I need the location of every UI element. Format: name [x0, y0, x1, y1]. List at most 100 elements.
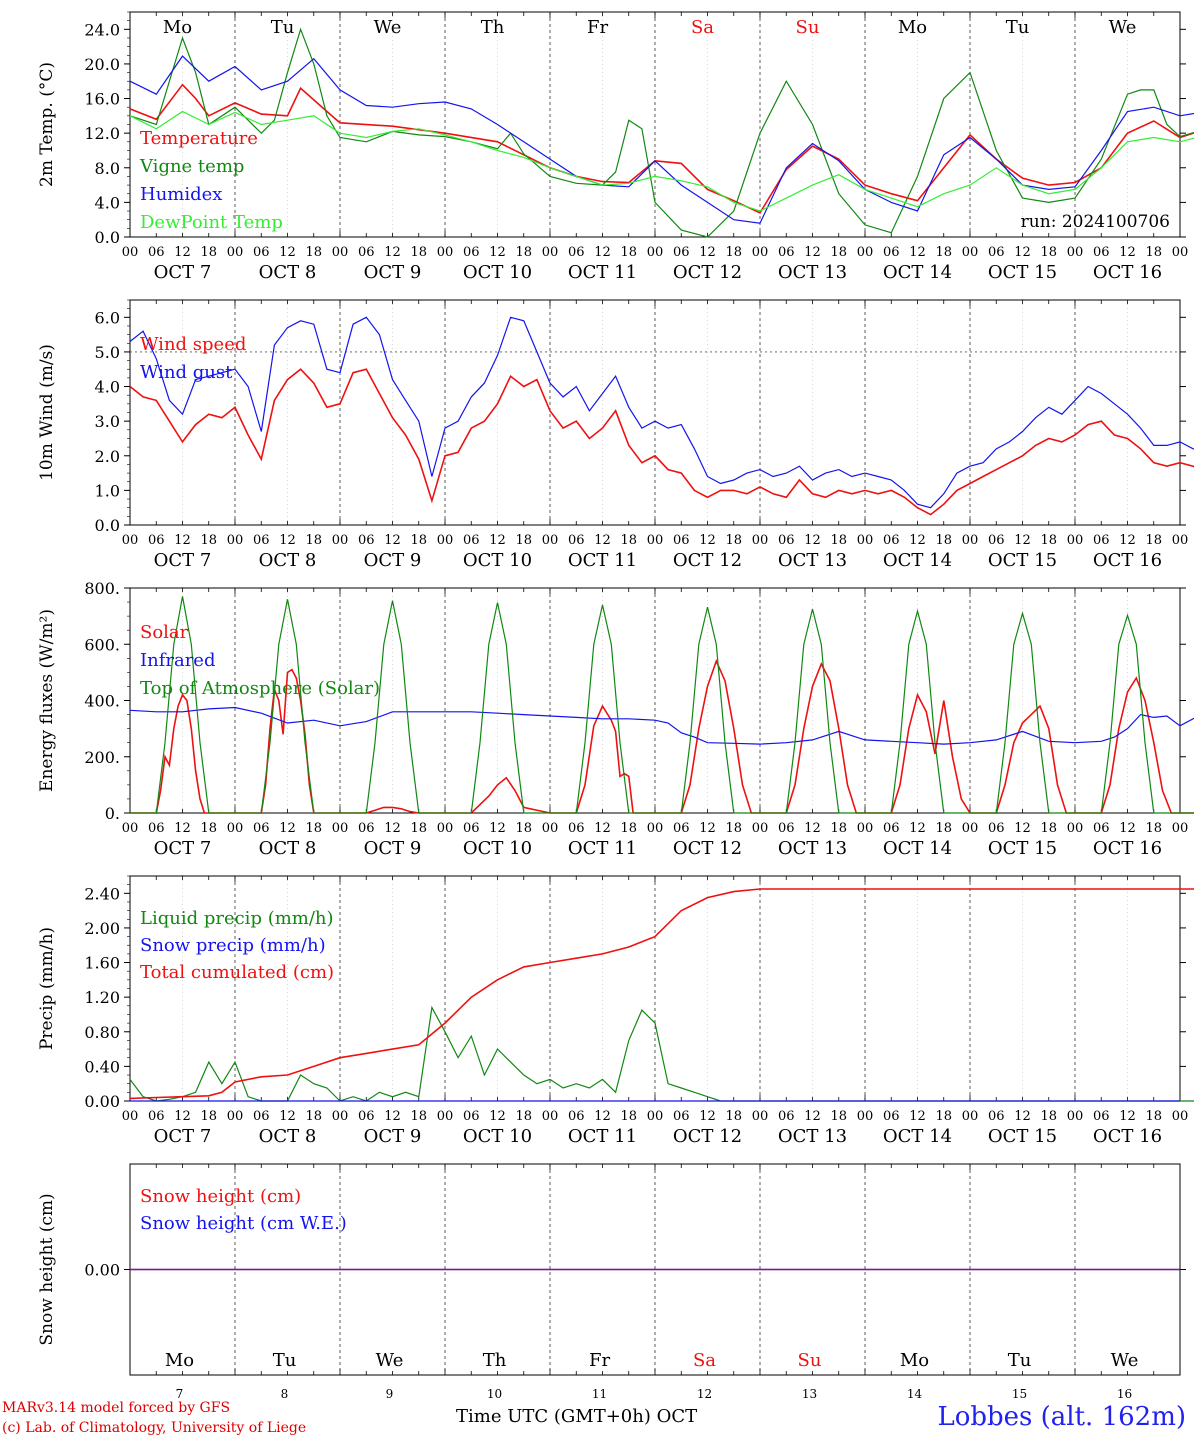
hour-tick-label: 00 [1067, 821, 1084, 836]
hour-tick-label: 12 [909, 533, 926, 548]
hour-tick-label: 18 [410, 1109, 427, 1124]
y-tick-label: 6.0 [95, 308, 120, 327]
hour-tick-label: 00 [752, 1109, 769, 1124]
hour-tick-label: 18 [830, 533, 847, 548]
hour-tick-label: 12 [1119, 533, 1136, 548]
date-label: OCT 11 [568, 838, 637, 859]
legend-entry: Snow precip (mm/h) [140, 935, 326, 956]
legend-entry: Humidex [140, 184, 222, 205]
date-label: OCT 13 [778, 1126, 847, 1147]
weekday-label: We [1109, 17, 1137, 38]
weekday-label: Fr [587, 17, 608, 38]
legend-entry: Temperature [140, 128, 258, 149]
hour-tick-label: 12 [174, 533, 191, 548]
hour-tick-label: 18 [935, 245, 952, 260]
hour-tick-label: 00 [122, 533, 139, 548]
hour-tick-label: 06 [778, 1109, 795, 1124]
hour-tick-label: 12 [594, 1109, 611, 1124]
hour-tick-label: 06 [463, 821, 480, 836]
hour-tick-label: 00 [437, 533, 454, 548]
hour-tick-label: 18 [830, 245, 847, 260]
legend-entry: Wind speed [140, 334, 246, 355]
hour-tick-label: 06 [883, 1109, 900, 1124]
hour-tick-label: 12 [279, 245, 296, 260]
hour-tick-label: 12 [1014, 1109, 1031, 1124]
hour-tick-label: 12 [174, 245, 191, 260]
date-label: OCT 11 [568, 550, 637, 571]
day-number-label: 12 [697, 1387, 712, 1401]
hour-tick-label: 18 [1040, 821, 1057, 836]
date-label: OCT 12 [673, 838, 742, 859]
hour-tick-label: 12 [594, 821, 611, 836]
hour-tick-label: 12 [1119, 821, 1136, 836]
station-name: Lobbes (alt. 162m) [937, 1402, 1186, 1432]
hour-tick-label: 18 [725, 533, 742, 548]
hour-tick-label: 18 [620, 245, 637, 260]
date-label: OCT 10 [463, 550, 532, 571]
date-label: OCT 7 [154, 1126, 212, 1147]
hour-tick-label: 06 [358, 533, 375, 548]
date-label: OCT 7 [154, 838, 212, 859]
date-label: OCT 14 [883, 550, 952, 571]
weekday-label: Su [796, 17, 820, 38]
hour-tick-label: 00 [647, 821, 664, 836]
legend-entry: Snow height (cm W.E.) [140, 1213, 347, 1234]
hour-tick-label: 00 [437, 245, 454, 260]
hour-tick-label: 18 [305, 533, 322, 548]
y-tick-label: 0.00 [84, 1092, 120, 1111]
y-tick-label: 2.00 [84, 919, 120, 938]
legend-entry: Snow height (cm) [140, 1186, 301, 1207]
hour-tick-label: 00 [227, 821, 244, 836]
weekday-label: Mo [165, 1350, 194, 1371]
date-label: OCT 9 [364, 838, 422, 859]
hour-tick-label: 00 [752, 245, 769, 260]
y-tick-label: 0. [105, 804, 120, 823]
date-label: OCT 16 [1093, 838, 1162, 859]
hour-tick-label: 06 [148, 533, 165, 548]
hour-tick-label: 18 [305, 1109, 322, 1124]
y-axis-label: Precip (mm/h) [37, 927, 57, 1050]
hour-tick-label: 06 [568, 1109, 585, 1124]
hour-tick-label: 06 [1093, 1109, 1110, 1124]
hour-tick-label: 12 [699, 533, 716, 548]
hour-tick-label: 12 [699, 821, 716, 836]
hour-tick-label: 00 [962, 533, 979, 548]
y-tick-label: 4.0 [95, 193, 120, 212]
hour-tick-label: 18 [1145, 533, 1162, 548]
legend-entry: Wind gust [140, 362, 233, 383]
date-label: OCT 11 [568, 1126, 637, 1147]
hour-tick-label: 00 [857, 1109, 874, 1124]
date-label: OCT 7 [154, 550, 212, 571]
hour-tick-label: 18 [515, 1109, 532, 1124]
hour-tick-label: 06 [988, 821, 1005, 836]
hour-tick-label: 18 [725, 1109, 742, 1124]
date-label: OCT 8 [259, 1126, 317, 1147]
hour-tick-label: 00 [227, 1109, 244, 1124]
series-line [129, 55, 1194, 224]
day-number-label: 7 [176, 1387, 184, 1401]
y-tick-label: 24.0 [84, 20, 120, 39]
hour-tick-label: 06 [1093, 533, 1110, 548]
hour-tick-label: 06 [253, 1109, 270, 1124]
hour-tick-label: 00 [122, 245, 139, 260]
hour-tick-label: 06 [673, 533, 690, 548]
y-tick-label: 1.0 [95, 481, 120, 500]
hour-tick-label: 18 [305, 245, 322, 260]
hour-tick-label: 18 [515, 821, 532, 836]
date-label: OCT 10 [463, 838, 532, 859]
hour-tick-label: 18 [935, 821, 952, 836]
hour-tick-label: 06 [148, 245, 165, 260]
hour-tick-label: 06 [463, 533, 480, 548]
hour-tick-label: 06 [358, 821, 375, 836]
hour-tick-label: 00 [332, 533, 349, 548]
hour-tick-label: 06 [673, 1109, 690, 1124]
hour-tick-label: 00 [227, 533, 244, 548]
hour-tick-label: 00 [122, 1109, 139, 1124]
hour-tick-label: 00 [332, 1109, 349, 1124]
hour-tick-label: 06 [778, 533, 795, 548]
y-tick-label: 0.00 [84, 1261, 120, 1280]
hour-tick-label: 00 [1172, 1109, 1189, 1124]
series-line [129, 110, 1194, 212]
series-line [129, 316, 1194, 509]
hour-tick-label: 12 [1014, 533, 1031, 548]
